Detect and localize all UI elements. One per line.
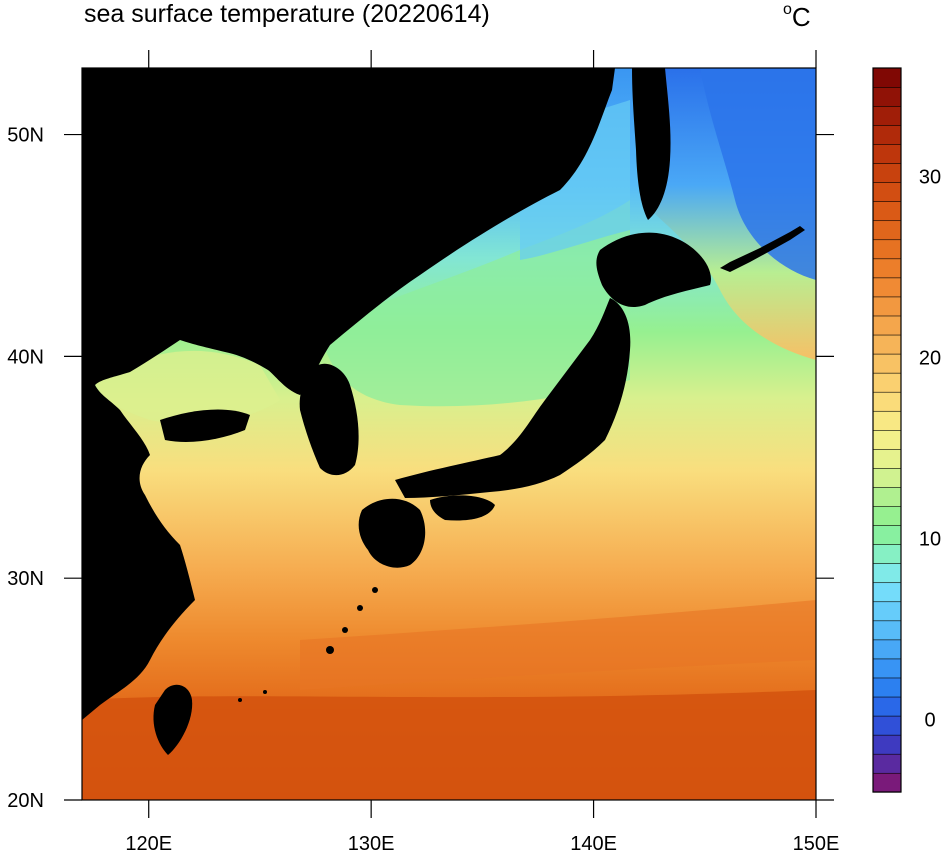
sst-field xyxy=(82,68,816,800)
colorbar-swatch xyxy=(872,220,902,241)
colorbar-swatch xyxy=(872,563,902,584)
korea xyxy=(299,363,359,476)
ryukyu-island xyxy=(263,690,267,694)
colorbar-swatch xyxy=(872,734,902,755)
map-title: sea surface temperature (20220614) xyxy=(84,0,490,28)
colorbar-swatch xyxy=(872,715,902,736)
colorbar-swatch xyxy=(872,772,902,793)
taiwan xyxy=(153,684,193,755)
colorbar-swatch xyxy=(872,429,902,450)
lon-tick-label: 120E xyxy=(125,833,172,855)
colorbar-swatch xyxy=(872,696,902,717)
colorbar-swatch xyxy=(872,315,902,336)
colorbar-swatch xyxy=(872,486,902,507)
colorbar-swatch xyxy=(872,505,902,526)
colorbar-swatch xyxy=(872,296,902,317)
colorbar-swatch xyxy=(872,467,902,488)
mainland xyxy=(82,68,615,720)
colorbar-swatch xyxy=(872,258,902,279)
colorbar-tick-label: 10 xyxy=(919,529,941,551)
colorbar-swatch xyxy=(872,753,902,774)
lat-tick-label: 30N xyxy=(7,568,44,590)
sakhalin xyxy=(632,68,671,220)
colorbar-swatch xyxy=(872,239,902,260)
colorbar-swatch xyxy=(872,105,902,126)
colorbar-swatch xyxy=(872,334,902,355)
bohai-sea xyxy=(95,350,280,424)
colorbar-swatch xyxy=(872,677,902,698)
colorbar-swatch xyxy=(872,639,902,660)
shikoku xyxy=(430,495,495,521)
colorbar-swatch xyxy=(872,582,902,603)
colorbar-swatch xyxy=(872,67,902,88)
colorbar-frame xyxy=(872,67,902,793)
colorbar-tick-label: 20 xyxy=(919,348,941,370)
colorbar: 0 10 20 30 xyxy=(872,67,941,793)
kyushu xyxy=(358,498,426,568)
lon-tick-label: 140E xyxy=(570,833,617,855)
kuroshio-band xyxy=(300,600,816,690)
colorbar-swatch xyxy=(872,448,902,469)
ryukyu-island xyxy=(238,698,242,702)
colorbar-swatch xyxy=(872,620,902,641)
ryukyu-island xyxy=(357,605,363,611)
colorbar-swatch xyxy=(872,124,902,145)
colorbar-swatch xyxy=(872,143,902,164)
colorbar-swatch xyxy=(872,391,902,412)
unit-label: oC xyxy=(783,1,811,32)
lon-tick-label: 130E xyxy=(348,833,395,855)
colorbar-swatch xyxy=(872,353,902,374)
map-frame xyxy=(81,67,817,801)
ryukyu-island xyxy=(342,627,348,633)
colorbar-swatch xyxy=(872,524,902,545)
colorbar-tick-label: 30 xyxy=(919,167,941,189)
colorbar-swatch xyxy=(872,162,902,183)
shandong xyxy=(160,409,250,442)
colorbar-swatch xyxy=(872,544,902,564)
ryukyu-island xyxy=(326,646,334,654)
colorbar-swatch xyxy=(872,86,902,107)
hokkaido xyxy=(596,232,711,308)
kuril-islands xyxy=(720,226,805,272)
lat-tick-label: 40N xyxy=(7,346,44,368)
honshu xyxy=(395,298,631,498)
axis-ticks: 120E 130E 140E 150E 20N 30N 40N 50N xyxy=(7,50,839,855)
land xyxy=(82,68,805,755)
colorbar-swatch xyxy=(872,201,902,222)
colorbar-tick-label: 0 xyxy=(924,710,935,732)
colorbar-swatch xyxy=(872,601,902,622)
lat-tick-label: 50N xyxy=(7,125,44,147)
lon-tick-label: 150E xyxy=(793,833,840,855)
colorbar-swatch xyxy=(872,182,902,202)
colorbar-swatch xyxy=(872,410,902,431)
colorbar-swatch xyxy=(872,277,902,298)
colorbar-swatch xyxy=(872,658,902,679)
lat-tick-label: 20N xyxy=(7,790,44,812)
warm-band xyxy=(82,690,816,800)
colorbar-swatch xyxy=(872,372,902,393)
ryukyu-island xyxy=(372,587,378,593)
cold-core xyxy=(700,68,816,280)
